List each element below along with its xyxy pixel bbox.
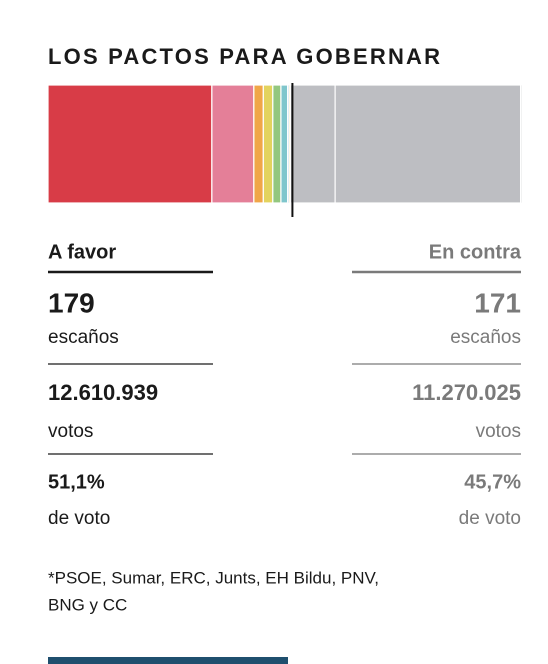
favor-heading: A favor xyxy=(48,241,116,263)
seat-segment xyxy=(262,84,274,204)
contra-share-label: de voto xyxy=(459,508,521,529)
footnote: *PSOE, Sumar, ERC, Junts, EH Bildu, PNV, xyxy=(48,568,379,587)
seat-segment xyxy=(253,84,264,204)
seat-segment xyxy=(47,84,213,204)
contra-votes-label: votos xyxy=(476,421,521,442)
contra-heading: En contra xyxy=(429,241,522,263)
seat-segment xyxy=(280,84,289,204)
favor-votes: 12.610.939 xyxy=(48,380,158,405)
contra-seats: 171 xyxy=(474,287,521,318)
bottom-bar xyxy=(48,657,288,664)
contra-votes: 11.270.025 xyxy=(412,380,521,405)
footnote: BNG y CC xyxy=(48,595,127,614)
seat-bar xyxy=(47,83,523,217)
title: LOS PACTOS PARA GOBERNAR xyxy=(48,44,440,69)
favor-seats: 179 xyxy=(48,287,95,318)
seat-segment xyxy=(334,84,522,204)
seat-segment xyxy=(520,84,523,204)
seat-segment xyxy=(272,84,282,204)
contra-share: 45,7% xyxy=(464,471,521,493)
favor-share-label: de voto xyxy=(48,508,110,529)
seat-segment xyxy=(289,84,336,204)
contra-seats-label: escaños xyxy=(450,327,521,348)
favor-seats-label: escaños xyxy=(48,327,119,348)
seat-segment xyxy=(211,84,255,204)
favor-votes-label: votos xyxy=(48,421,93,442)
favor-share: 51,1% xyxy=(48,471,105,493)
